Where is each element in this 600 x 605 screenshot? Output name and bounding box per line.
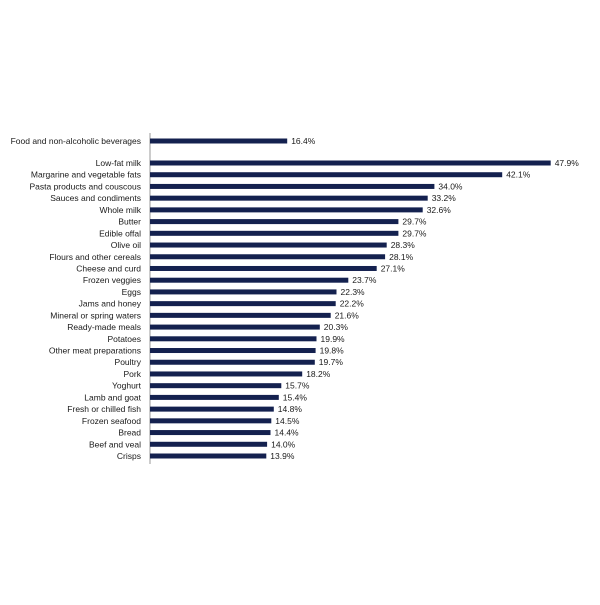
value-label: 34.0% [438, 181, 463, 191]
category-label: Frozen veggies [83, 275, 141, 285]
bar [150, 277, 349, 283]
value-label: 13.9% [270, 451, 295, 461]
value-label: 19.8% [320, 346, 345, 356]
bar [150, 418, 272, 424]
value-label: 14.4% [275, 428, 300, 438]
category-label: Beef and veal [89, 439, 141, 449]
bar [150, 265, 377, 271]
category-label: Fresh or chilled fish [67, 404, 141, 414]
bar [150, 254, 386, 260]
bar [150, 230, 399, 236]
bar [150, 242, 387, 248]
category-label: Flours and other cereals [49, 252, 141, 262]
bar [150, 160, 551, 166]
value-label: 15.7% [285, 381, 310, 391]
bar [150, 195, 428, 201]
bar [150, 394, 279, 400]
value-label: 33.2% [432, 193, 457, 203]
bar [150, 383, 282, 389]
bar [150, 219, 399, 225]
category-label: Food and non-alcoholic beverages [11, 136, 141, 146]
value-label: 19.7% [319, 357, 344, 367]
category-label: Eggs [122, 287, 141, 297]
bar [150, 172, 503, 178]
category-label: Pork [124, 369, 142, 379]
value-label: 14.0% [271, 439, 296, 449]
category-label: Poultry [115, 357, 142, 367]
bar [150, 324, 320, 330]
category-label: Edible offal [99, 228, 141, 238]
category-label: Margarine and vegetable fats [31, 170, 141, 180]
value-label: 15.4% [283, 392, 308, 402]
bar [150, 371, 303, 377]
value-label: 16.4% [291, 136, 316, 146]
category-label: Other meat preparations [49, 346, 141, 356]
bar [150, 348, 316, 354]
value-label: 18.2% [306, 369, 331, 379]
bar [150, 430, 271, 436]
category-label: Low-fat milk [96, 158, 142, 168]
value-label: 27.1% [381, 263, 406, 273]
category-label: Yoghurt [112, 381, 142, 391]
category-label: Bread [118, 428, 141, 438]
value-label: 29.7% [402, 228, 427, 238]
value-label: 42.1% [506, 170, 531, 180]
category-label: Frozen seafood [82, 416, 141, 426]
bar [150, 138, 288, 144]
bar [150, 183, 435, 189]
category-label: Ready-made meals [67, 322, 141, 332]
value-label: 22.3% [341, 287, 366, 297]
bar [150, 336, 317, 342]
value-label: 23.7% [352, 275, 377, 285]
category-label: Butter [118, 217, 141, 227]
category-label: Jams and honey [79, 299, 142, 309]
value-label: 28.1% [389, 252, 414, 262]
value-label: 20.3% [324, 322, 349, 332]
value-label: 28.3% [391, 240, 416, 250]
bar [150, 207, 423, 213]
bar [150, 312, 331, 318]
category-label: Mineral or spring waters [50, 310, 141, 320]
category-label: Cheese and curd [76, 263, 141, 273]
bar [150, 441, 268, 447]
bar [150, 289, 337, 295]
value-label: 14.5% [275, 416, 300, 426]
value-label: 47.9% [555, 158, 580, 168]
category-label: Sauces and condiments [50, 193, 141, 203]
category-label: Lamb and goat [84, 392, 141, 402]
category-label: Olive oil [111, 240, 141, 250]
bar [150, 453, 267, 459]
category-label: Whole milk [99, 205, 141, 215]
category-label: Potatoes [107, 334, 141, 344]
bar [150, 406, 274, 412]
value-label: 29.7% [402, 217, 427, 227]
value-label: 14.8% [278, 404, 303, 414]
value-label: 21.6% [335, 310, 360, 320]
category-label: Crisps [117, 451, 141, 461]
bar [150, 359, 315, 365]
value-label: 19.9% [321, 334, 346, 344]
value-label: 32.6% [427, 205, 452, 215]
value-label: 22.2% [340, 299, 365, 309]
category-label: Pasta products and couscous [29, 181, 141, 191]
bar [150, 301, 336, 307]
